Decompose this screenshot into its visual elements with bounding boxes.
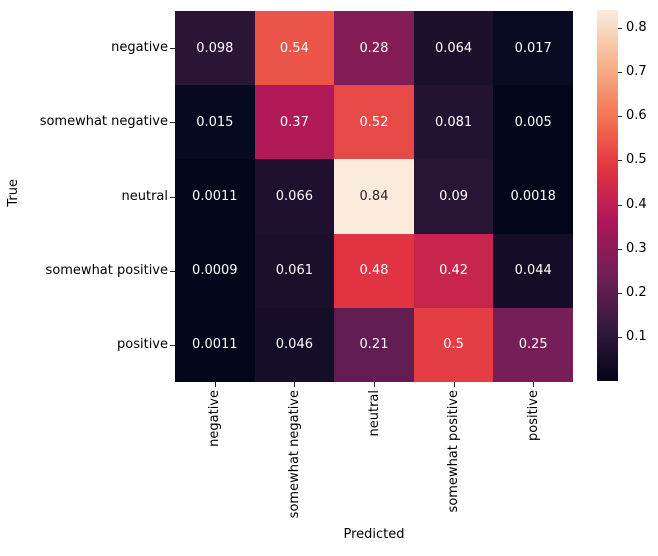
x-tick-label: positive <box>525 390 541 441</box>
colorbar-tick-label: 0.3 <box>626 240 647 256</box>
x-tick-label: negative <box>207 390 223 447</box>
y-tick-mark <box>170 197 175 198</box>
colorbar-tick-label: 0.1 <box>626 329 647 345</box>
y-tick-mark <box>170 48 175 49</box>
heatmap-cell: 0.52 <box>334 85 414 160</box>
heatmap-cell: 0.046 <box>254 307 335 382</box>
cell-value: 0.48 <box>359 263 389 279</box>
cell-value: 0.52 <box>359 114 389 130</box>
cell-value: 0.0009 <box>192 263 238 279</box>
y-tick-label: somewhat negative <box>39 114 168 130</box>
cell-value: 0.064 <box>434 40 473 56</box>
heatmap-cell: 0.017 <box>493 11 573 86</box>
cell-value: 0.84 <box>359 188 389 204</box>
y-tick-label: negative <box>111 40 168 56</box>
colorbar-tick-mark <box>618 337 622 338</box>
y-axis-title: True <box>6 179 21 207</box>
y-tick-mark <box>170 271 175 272</box>
heatmap-cell: 0.54 <box>254 11 335 86</box>
colorbar-tick-label: 0.8 <box>626 19 647 35</box>
heatmap-cell: 0.25 <box>493 307 573 382</box>
colorbar <box>597 10 618 381</box>
x-axis-title: Predicted <box>343 527 405 542</box>
cell-value: 0.54 <box>279 40 309 56</box>
heatmap-grid: 0.098 0.54 0.28 0.064 0.017 0.015 0.37 0.52 0.08… <box>175 11 573 382</box>
cell-value: 0.017 <box>514 40 552 56</box>
heatmap-cell: 0.064 <box>413 11 494 86</box>
cell-value: 0.21 <box>359 337 389 353</box>
cell-value: 0.37 <box>279 114 309 130</box>
colorbar-tick-mark <box>618 160 622 161</box>
cell-value: 0.044 <box>514 263 552 279</box>
heatmap-cell: 0.066 <box>254 159 335 234</box>
cell-value: 0.066 <box>275 188 313 204</box>
colorbar-tick-label: 0.6 <box>626 108 647 124</box>
cell-value: 0.09 <box>439 188 469 204</box>
colorbar-tick-mark <box>618 293 622 294</box>
cell-value: 0.28 <box>359 40 389 56</box>
heatmap-cell: 0.098 <box>175 11 255 86</box>
x-tick-label: somewhat positive <box>446 390 462 513</box>
heatmap-cell: 0.061 <box>254 233 335 308</box>
y-tick-label: somewhat positive <box>45 262 168 278</box>
x-tick-label: neutral <box>366 390 382 437</box>
heatmap-cell: 0.5 <box>413 307 494 382</box>
heatmap-cell: 0.21 <box>334 307 414 382</box>
cell-value: 0.0011 <box>192 188 238 204</box>
cell-value: 0.5 <box>443 337 464 353</box>
y-tick-mark <box>170 122 175 123</box>
colorbar-tick-mark <box>618 116 622 117</box>
heatmap-cell: 0.015 <box>175 85 255 160</box>
heatmap-cell: 0.48 <box>334 233 414 308</box>
cell-value: 0.081 <box>434 114 473 130</box>
x-tick-label: somewhat negative <box>286 390 302 519</box>
heatmap-cell: 0.09 <box>413 159 494 234</box>
heatmap-cell: 0.005 <box>493 85 573 160</box>
y-tick-mark <box>170 345 175 346</box>
colorbar-tick-mark <box>618 249 622 250</box>
heatmap-cell: 0.0011 <box>175 307 255 382</box>
heatmap-cell: 0.37 <box>254 85 335 160</box>
colorbar-tick-mark <box>618 28 622 29</box>
colorbar-tick-label: 0.7 <box>626 63 647 79</box>
cell-value: 0.098 <box>196 40 234 56</box>
cell-value: 0.005 <box>514 114 552 130</box>
x-tick-mark <box>374 382 375 387</box>
cell-value: 0.0011 <box>192 337 238 353</box>
colorbar-tick-mark <box>618 72 622 73</box>
heatmap-cell: 0.081 <box>413 85 494 160</box>
cell-value: 0.015 <box>196 114 234 130</box>
y-tick-label: positive <box>117 336 168 352</box>
x-tick-mark <box>454 382 455 387</box>
colorbar-tick-label: 0.2 <box>626 284 647 300</box>
colorbar-tick-label: 0.5 <box>626 152 647 168</box>
heatmap-cell: 0.84 <box>334 159 414 234</box>
colorbar-tick-mark <box>618 205 622 206</box>
x-tick-mark <box>533 382 534 387</box>
cell-value: 0.046 <box>275 337 313 353</box>
cell-value: 0.0018 <box>510 188 556 204</box>
colorbar-tick-label: 0.4 <box>626 196 647 212</box>
heatmap-cell: 0.42 <box>413 233 494 308</box>
cell-value: 0.25 <box>518 337 548 353</box>
heatmap-cell: 0.0011 <box>175 159 255 234</box>
y-tick-label: neutral <box>121 188 169 204</box>
heatmap-cell: 0.0018 <box>493 159 573 234</box>
heatmap-cell: 0.28 <box>334 11 414 86</box>
x-tick-mark <box>215 382 216 387</box>
heatmap-cell: 0.044 <box>493 233 573 308</box>
heatmap-cell: 0.0009 <box>175 233 255 308</box>
cell-value: 0.061 <box>275 263 313 279</box>
x-tick-mark <box>294 382 295 387</box>
cell-value: 0.42 <box>439 263 469 279</box>
